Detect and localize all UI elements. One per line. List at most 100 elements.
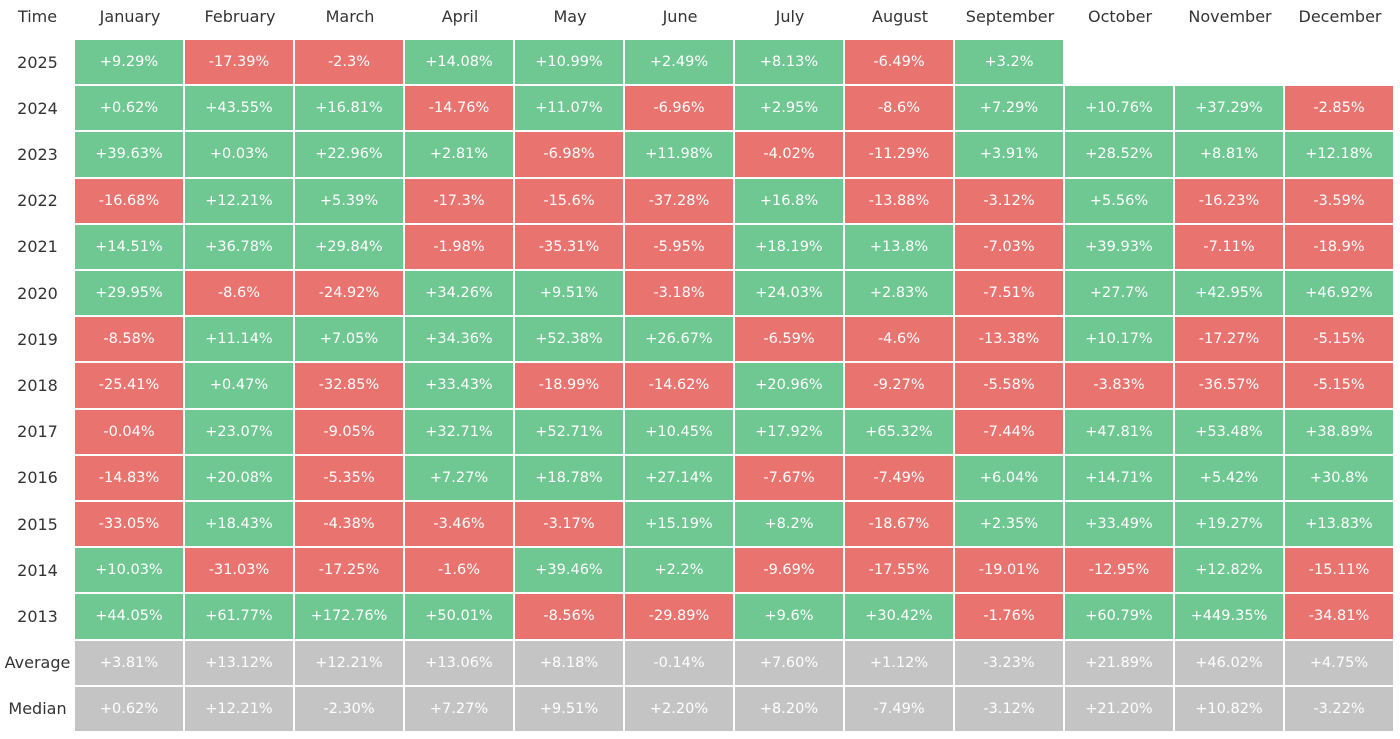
summary-cell: +9.51% [515,686,623,731]
summary-cell: +13.06% [405,640,513,685]
return-cell: -1.6% [405,548,513,593]
return-cell: +42.95% [1175,271,1283,316]
column-header: November [1188,6,1272,26]
return-cell: -8.58% [75,317,183,362]
return-cell: -3.59% [1285,178,1393,223]
return-cell: -33.05% [75,502,183,547]
summary-cell: +46.02% [1175,640,1283,685]
return-cell: -1.76% [955,594,1063,639]
return-cell: -14.76% [405,86,513,131]
summary-cell: -3.12% [955,686,1063,731]
return-cell: +7.27% [405,455,513,500]
return-cell: +8.81% [1175,132,1283,177]
summary-cell: +1.12% [845,640,953,685]
return-cell: +52.71% [515,409,623,454]
summary-cell: +7.60% [735,640,843,685]
return-cell: -16.23% [1175,178,1283,223]
return-cell: +2.49% [625,40,733,85]
row-label: Median [8,699,67,719]
return-cell: +17.92% [735,409,843,454]
return-cell: +44.05% [75,594,183,639]
return-cell: -13.38% [955,317,1063,362]
return-cell: -25.41% [75,363,183,408]
return-cell: -2.3% [295,40,403,85]
return-cell: +10.17% [1065,317,1173,362]
summary-cell: +13.12% [185,640,293,685]
return-cell: -3.17% [515,502,623,547]
summary-cell: +21.20% [1065,686,1173,731]
row-label: 2025 [17,52,58,72]
row-label: 2017 [17,422,58,442]
return-cell: +10.99% [515,40,623,85]
return-cell: +5.56% [1065,178,1173,223]
return-cell: +14.51% [75,224,183,269]
return-cell: +0.03% [185,132,293,177]
return-cell: -37.28% [625,178,733,223]
summary-cell: -0.14% [625,640,733,685]
return-cell: +39.63% [75,132,183,177]
return-cell: -17.55% [845,548,953,593]
return-cell: +37.29% [1175,86,1283,131]
return-cell: -29.89% [625,594,733,639]
return-cell: +16.81% [295,86,403,131]
return-cell: -5.35% [295,455,403,500]
return-cell: +12.82% [1175,548,1283,593]
summary-cell: +4.75% [1285,640,1393,685]
return-cell: -32.85% [295,363,403,408]
return-cell: +36.78% [185,224,293,269]
return-cell: +27.7% [1065,271,1173,316]
return-cell: +24.03% [735,271,843,316]
return-cell: -8.6% [845,86,953,131]
return-cell: +26.67% [625,317,733,362]
summary-cell: -2.30% [295,686,403,731]
row-label: 2023 [17,144,58,164]
return-cell: -7.51% [955,271,1063,316]
return-cell: +18.19% [735,224,843,269]
return-cell: -9.05% [295,409,403,454]
column-header: July [775,6,805,26]
return-cell: +19.27% [1175,502,1283,547]
return-cell: +2.81% [405,132,513,177]
column-header: March [325,6,375,26]
row-label: 2024 [17,98,58,118]
return-cell: -35.31% [515,224,623,269]
return-cell: -6.98% [515,132,623,177]
return-cell: +16.8% [735,178,843,223]
return-cell: -3.46% [405,502,513,547]
return-cell: -9.69% [735,548,843,593]
row-label: 2013 [17,606,58,626]
return-cell: +27.14% [625,455,733,500]
column-header: June [662,6,698,26]
return-cell: -3.12% [955,178,1063,223]
return-cell: +2.35% [955,502,1063,547]
return-cell: +172.76% [295,594,403,639]
summary-cell: -7.49% [845,686,953,731]
return-cell: +61.77% [185,594,293,639]
return-cell: -6.96% [625,86,733,131]
return-cell: +14.08% [405,40,513,85]
return-cell: -13.88% [845,178,953,223]
summary-cell: +7.27% [405,686,513,731]
return-cell: -14.62% [625,363,733,408]
return-cell: -5.58% [955,363,1063,408]
row-label: 2014 [17,560,58,580]
return-cell: -9.27% [845,363,953,408]
return-cell: +46.92% [1285,271,1393,316]
summary-cell: +12.21% [295,640,403,685]
column-header: April [441,6,479,26]
return-cell: +6.04% [955,455,1063,500]
return-cell: -8.56% [515,594,623,639]
column-header: May [553,6,587,26]
return-cell: -17.27% [1175,317,1283,362]
return-cell: -17.25% [295,548,403,593]
return-cell: +7.05% [295,317,403,362]
return-cell: -6.59% [735,317,843,362]
return-cell: +20.96% [735,363,843,408]
return-cell: -17.39% [185,40,293,85]
return-cell: +29.95% [75,271,183,316]
row-label: 2020 [17,283,58,303]
return-cell: -5.95% [625,224,733,269]
return-cell: +39.46% [515,548,623,593]
return-cell: -18.67% [845,502,953,547]
